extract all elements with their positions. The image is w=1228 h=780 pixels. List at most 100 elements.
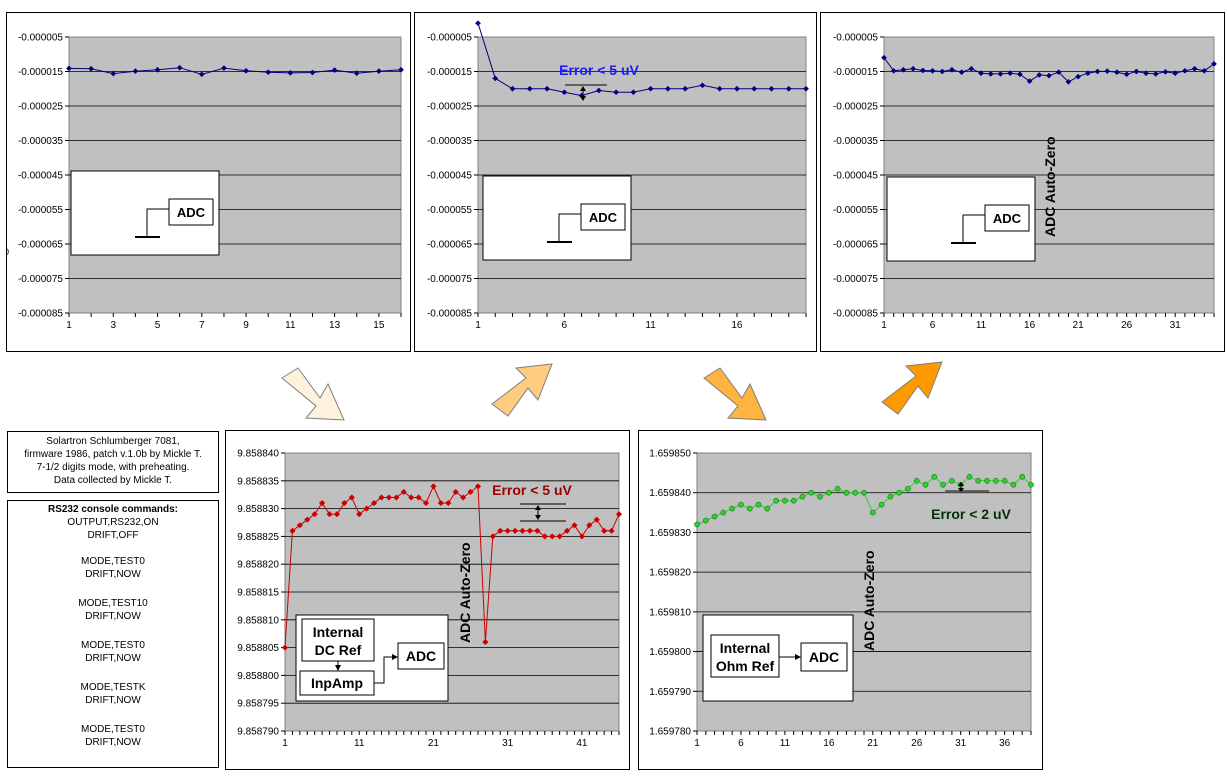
x-tick-label: 16: [731, 320, 743, 331]
data-point: [905, 485, 911, 492]
command-line: DRIFT,NOW: [85, 653, 141, 664]
data-point: [318, 499, 326, 507]
y-tick-label: -0.000025: [833, 102, 878, 113]
data-point: [630, 89, 637, 96]
x-tick-label: 21: [428, 738, 440, 749]
adc-block: [800, 642, 848, 672]
data-point: [913, 477, 920, 484]
y-tick-label: -0.000085: [833, 309, 878, 320]
y-tick-label: -0.000025: [18, 102, 63, 113]
data-point: [881, 54, 887, 61]
data-point: [1113, 69, 1120, 76]
data-point: [504, 527, 511, 534]
data-point: [1028, 481, 1034, 488]
annotation-error: Error < 5 uV: [492, 482, 572, 498]
data-point: [474, 483, 482, 490]
data-point: [790, 497, 797, 504]
data-point: [929, 67, 936, 74]
y-tick-label: -0.000075: [427, 274, 472, 285]
data-point: [534, 527, 541, 534]
chart-panel-5: 1.659850 1.659840 1.659830 1.659820 1.659810…: [638, 430, 1043, 770]
data-point: [910, 65, 917, 72]
data-point: [919, 67, 926, 74]
chart-4: 9.858840 9.858835 9.858830 9.858825 9.858820…: [237, 449, 623, 749]
x-tick-label: 21: [1073, 320, 1085, 331]
data-point: [1172, 70, 1179, 77]
data-point: [452, 488, 459, 496]
data-point: [890, 67, 897, 74]
data-point: [1046, 72, 1052, 79]
data-point: [475, 20, 481, 27]
annotation-error: Error < 2 uV: [931, 506, 1011, 522]
data-point: [720, 509, 727, 516]
data-point: [1123, 71, 1130, 78]
adc-block: [397, 642, 445, 670]
data-point: [948, 66, 955, 73]
annotation-autozero: ADC Auto-Zero: [457, 542, 473, 643]
chart-panel-3: -0.000005 -0.000015 -0.000025 -0.000035 -0.0…: [820, 12, 1225, 352]
data-point: [1211, 60, 1217, 67]
x-tick-label: 6: [930, 320, 936, 331]
data-point: [984, 477, 990, 484]
data-point: [716, 85, 723, 92]
arrow-down-1: [281, 367, 345, 421]
x-tick-label: 11: [976, 320, 987, 331]
data-point: [363, 505, 370, 512]
y-tick-label: -0.000055: [18, 205, 63, 216]
y-tick-label: -0.000075: [18, 274, 63, 285]
wire: [558, 213, 581, 242]
x-tick-label: 7: [199, 320, 205, 331]
x-tick-label: 6: [738, 738, 744, 749]
data-point: [287, 69, 294, 76]
y-tick-label: -0.000085: [427, 309, 472, 320]
data-point: [613, 89, 620, 96]
y-tick-label: -0.000045: [427, 171, 472, 182]
y-tick-label: -0.000035: [427, 136, 472, 147]
data-point: [843, 489, 850, 496]
chart-1: -0.000005 -0.000015 -0.000025 -0.000035 -0.0…: [7, 33, 404, 331]
annotation-autozero: ADC Auto-Zero: [1042, 136, 1058, 237]
data-point: [997, 70, 1004, 77]
data-point: [563, 527, 571, 534]
commands-box: RS232 console commands: OUTPUT,RS232,ON …: [7, 500, 219, 768]
y-tick-label: -0.000005: [18, 33, 63, 44]
y-tick-label: 1.659790: [649, 687, 691, 698]
data-point: [586, 522, 593, 529]
data-point: [682, 85, 689, 92]
y-tick-label: -0.000085: [18, 309, 63, 320]
y-tick-label: 1.659830: [649, 528, 691, 539]
data-point: [289, 527, 296, 534]
data-point: [1065, 78, 1072, 85]
data-point: [541, 533, 548, 540]
arrowhead: [535, 515, 541, 520]
y-tick-label: 1.659820: [649, 568, 691, 579]
data-point: [393, 494, 400, 501]
data-point: [370, 499, 378, 507]
data-point: [992, 477, 999, 484]
data-point: [333, 511, 341, 518]
y-tick-label: -0.000005: [833, 33, 878, 44]
data-point: [773, 497, 779, 504]
annotation-autozero: ADC Auto-Zero: [861, 550, 877, 651]
x-tick-label: 11: [285, 320, 296, 331]
x-tick-label: 16: [823, 738, 835, 749]
dcref-label-1: Internal: [313, 624, 364, 640]
data-point: [571, 522, 578, 529]
annotation-error: Error < 5 uV: [559, 62, 639, 78]
data-point: [738, 501, 744, 508]
data-point: [526, 85, 533, 92]
data-point: [966, 473, 973, 480]
adc-label: ADC: [177, 205, 206, 220]
wire: [962, 214, 985, 243]
data-point: [808, 489, 815, 496]
command-line: MODE,TEST0: [81, 640, 145, 651]
data-point: [852, 489, 859, 496]
y-tick-label: -0.000015: [18, 67, 63, 78]
data-point: [799, 493, 806, 500]
data-point: [176, 64, 183, 71]
data-point: [694, 521, 700, 528]
y-tick-label: 9.858805: [237, 643, 279, 654]
data-point: [968, 65, 975, 72]
data-point: [834, 485, 841, 492]
arrow-up-2: [491, 363, 553, 417]
